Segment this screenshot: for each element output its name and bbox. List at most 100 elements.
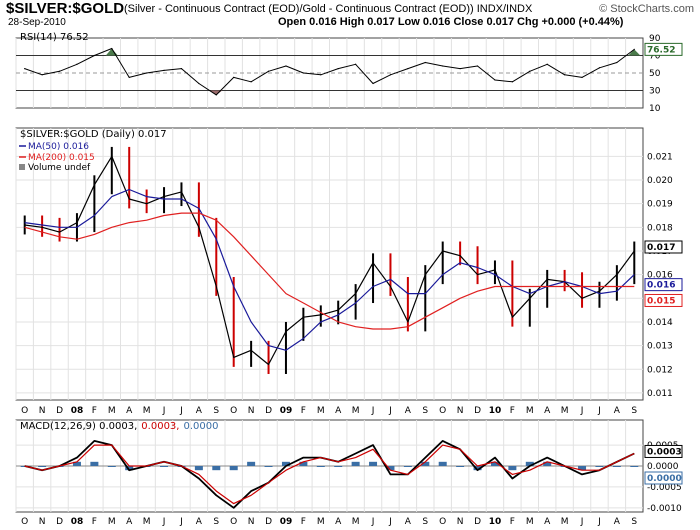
x-tick-label-upper: 09 — [280, 406, 293, 416]
macd-tick-label: -0.0005 — [647, 483, 682, 493]
macd-histogram-bar — [403, 466, 412, 467]
x-tick-label-upper: A — [544, 406, 551, 416]
x-tick-label-upper: F — [510, 406, 515, 416]
x-tick-label-upper: A — [196, 406, 203, 416]
macd-histogram-bar — [229, 466, 238, 471]
credit-link[interactable]: © StockCharts.com — [599, 3, 694, 15]
price-tick-label: 0.019 — [647, 200, 673, 210]
rsi-point — [58, 70, 61, 72]
macd-histogram-bar — [612, 466, 621, 467]
rsi-tick-label: 30 — [649, 87, 661, 97]
macd-histogram-bar — [595, 466, 604, 467]
chart-subtitle: (Silver - Continuous Contract (EOD)/Gold… — [124, 3, 533, 15]
rsi-point — [24, 68, 26, 70]
x-tick-label-upper: J — [162, 406, 166, 416]
macd-histogram-bar — [630, 466, 639, 467]
macd-histogram-bar — [264, 466, 273, 467]
x-tick-label-lower: D — [56, 517, 63, 527]
rsi-point — [355, 63, 357, 65]
x-tick-label-upper: 08 — [71, 406, 84, 416]
x-tick-label-upper: M — [108, 406, 116, 416]
x-tick-label-lower: J — [597, 517, 601, 527]
x-tick-label-lower: N — [39, 517, 46, 527]
rsi-last-value: 76.52 — [647, 45, 675, 55]
rsi-point — [494, 79, 496, 81]
x-tick-label-lower: M — [526, 517, 534, 527]
x-tick-label-lower: A — [196, 517, 203, 527]
rsi-point — [198, 82, 200, 85]
macd-histogram-bar — [578, 466, 587, 471]
x-tick-label-lower: O — [439, 517, 446, 527]
x-tick-label-lower: N — [248, 517, 255, 527]
rsi-point — [41, 74, 43, 76]
price-last-value: 0.017 — [647, 243, 675, 253]
price-tick-label: 0.020 — [647, 176, 673, 186]
x-tick-label-lower: J — [179, 517, 183, 527]
x-tick-label-upper: A — [335, 406, 342, 416]
macd-histogram-bar — [38, 466, 47, 467]
macd-histogram-bar — [194, 466, 203, 471]
price-tick-label: 0.013 — [647, 342, 673, 352]
x-tick-label-lower: J — [371, 517, 375, 527]
macd-histogram-bar — [107, 466, 116, 467]
price-title: $SILVER:$GOLD (Daily) 0.017 — [20, 129, 167, 140]
x-tick-label-upper: M — [561, 406, 569, 416]
macd-hist-last-value-box — [644, 471, 683, 485]
rsi-point — [633, 48, 635, 50]
rsi-point — [233, 76, 235, 78]
macd-histogram-bar — [386, 466, 395, 471]
x-tick-label-upper: N — [248, 406, 255, 416]
x-tick-label-upper: J — [580, 406, 584, 416]
x-tick-label-lower: 09 — [280, 517, 293, 527]
chart-date: 28-Sep-2010 — [8, 17, 66, 28]
x-tick-label-upper: J — [371, 406, 375, 416]
rsi-tick-label: 70 — [649, 52, 661, 62]
x-tick-label-lower: O — [230, 517, 237, 527]
x-tick-label-upper: 10 — [489, 406, 502, 416]
legend-volume: Volume undef — [28, 163, 91, 173]
rsi-point — [267, 70, 270, 72]
ma50-last-value-box — [644, 278, 683, 292]
x-tick-label-upper: N — [457, 406, 464, 416]
x-tick-label-upper: S — [631, 406, 637, 416]
chart-title: $SILVER:$GOLD — [6, 0, 125, 17]
price-tick-label: 0.011 — [647, 389, 673, 399]
price-tick-label: 0.016 — [647, 271, 673, 281]
x-tick-label-lower: M — [317, 517, 325, 527]
x-tick-label-lower: J — [162, 517, 166, 527]
x-tick-label-lower: 10 — [489, 517, 502, 527]
macd-histogram-bar — [247, 461, 256, 466]
macd-histogram-bar — [334, 466, 343, 467]
macd-histogram-bar — [473, 466, 482, 471]
x-tick-label-upper: J — [388, 406, 392, 416]
macd-histogram-bar — [351, 461, 360, 466]
x-tick-label-lower: S — [213, 517, 219, 527]
x-tick-label-lower: A — [126, 517, 133, 527]
ma200-line — [24, 212, 635, 330]
rsi-point — [93, 54, 95, 57]
rsi-point — [564, 74, 566, 76]
x-tick-label-upper: M — [317, 406, 325, 416]
rsi-point — [111, 47, 113, 50]
legend-ma200: MA(200) 0.015 — [28, 153, 95, 163]
rsi-point — [372, 82, 374, 85]
x-tick-label-upper: D — [474, 406, 481, 416]
x-tick-label-upper: O — [230, 406, 237, 416]
rsi-point — [320, 74, 322, 76]
rsi-point — [598, 67, 601, 69]
x-tick-label-lower: J — [580, 517, 584, 527]
rsi-point — [442, 65, 444, 67]
rsi-point — [163, 69, 165, 71]
rsi-title: RSI(14) 76.52 — [20, 32, 89, 43]
price-last-value-box — [644, 240, 683, 254]
x-tick-label-upper: A — [614, 406, 621, 416]
macd-histogram-bar — [525, 461, 534, 466]
ma50-last-value: 0.016 — [647, 281, 675, 291]
x-tick-label-lower: M — [143, 517, 151, 527]
price-tick-label: 0.018 — [647, 223, 673, 233]
rsi-point — [459, 68, 461, 70]
x-tick-label-lower: 08 — [71, 517, 84, 527]
x-tick-label-upper: O — [21, 406, 28, 416]
rsi-point — [215, 94, 217, 96]
